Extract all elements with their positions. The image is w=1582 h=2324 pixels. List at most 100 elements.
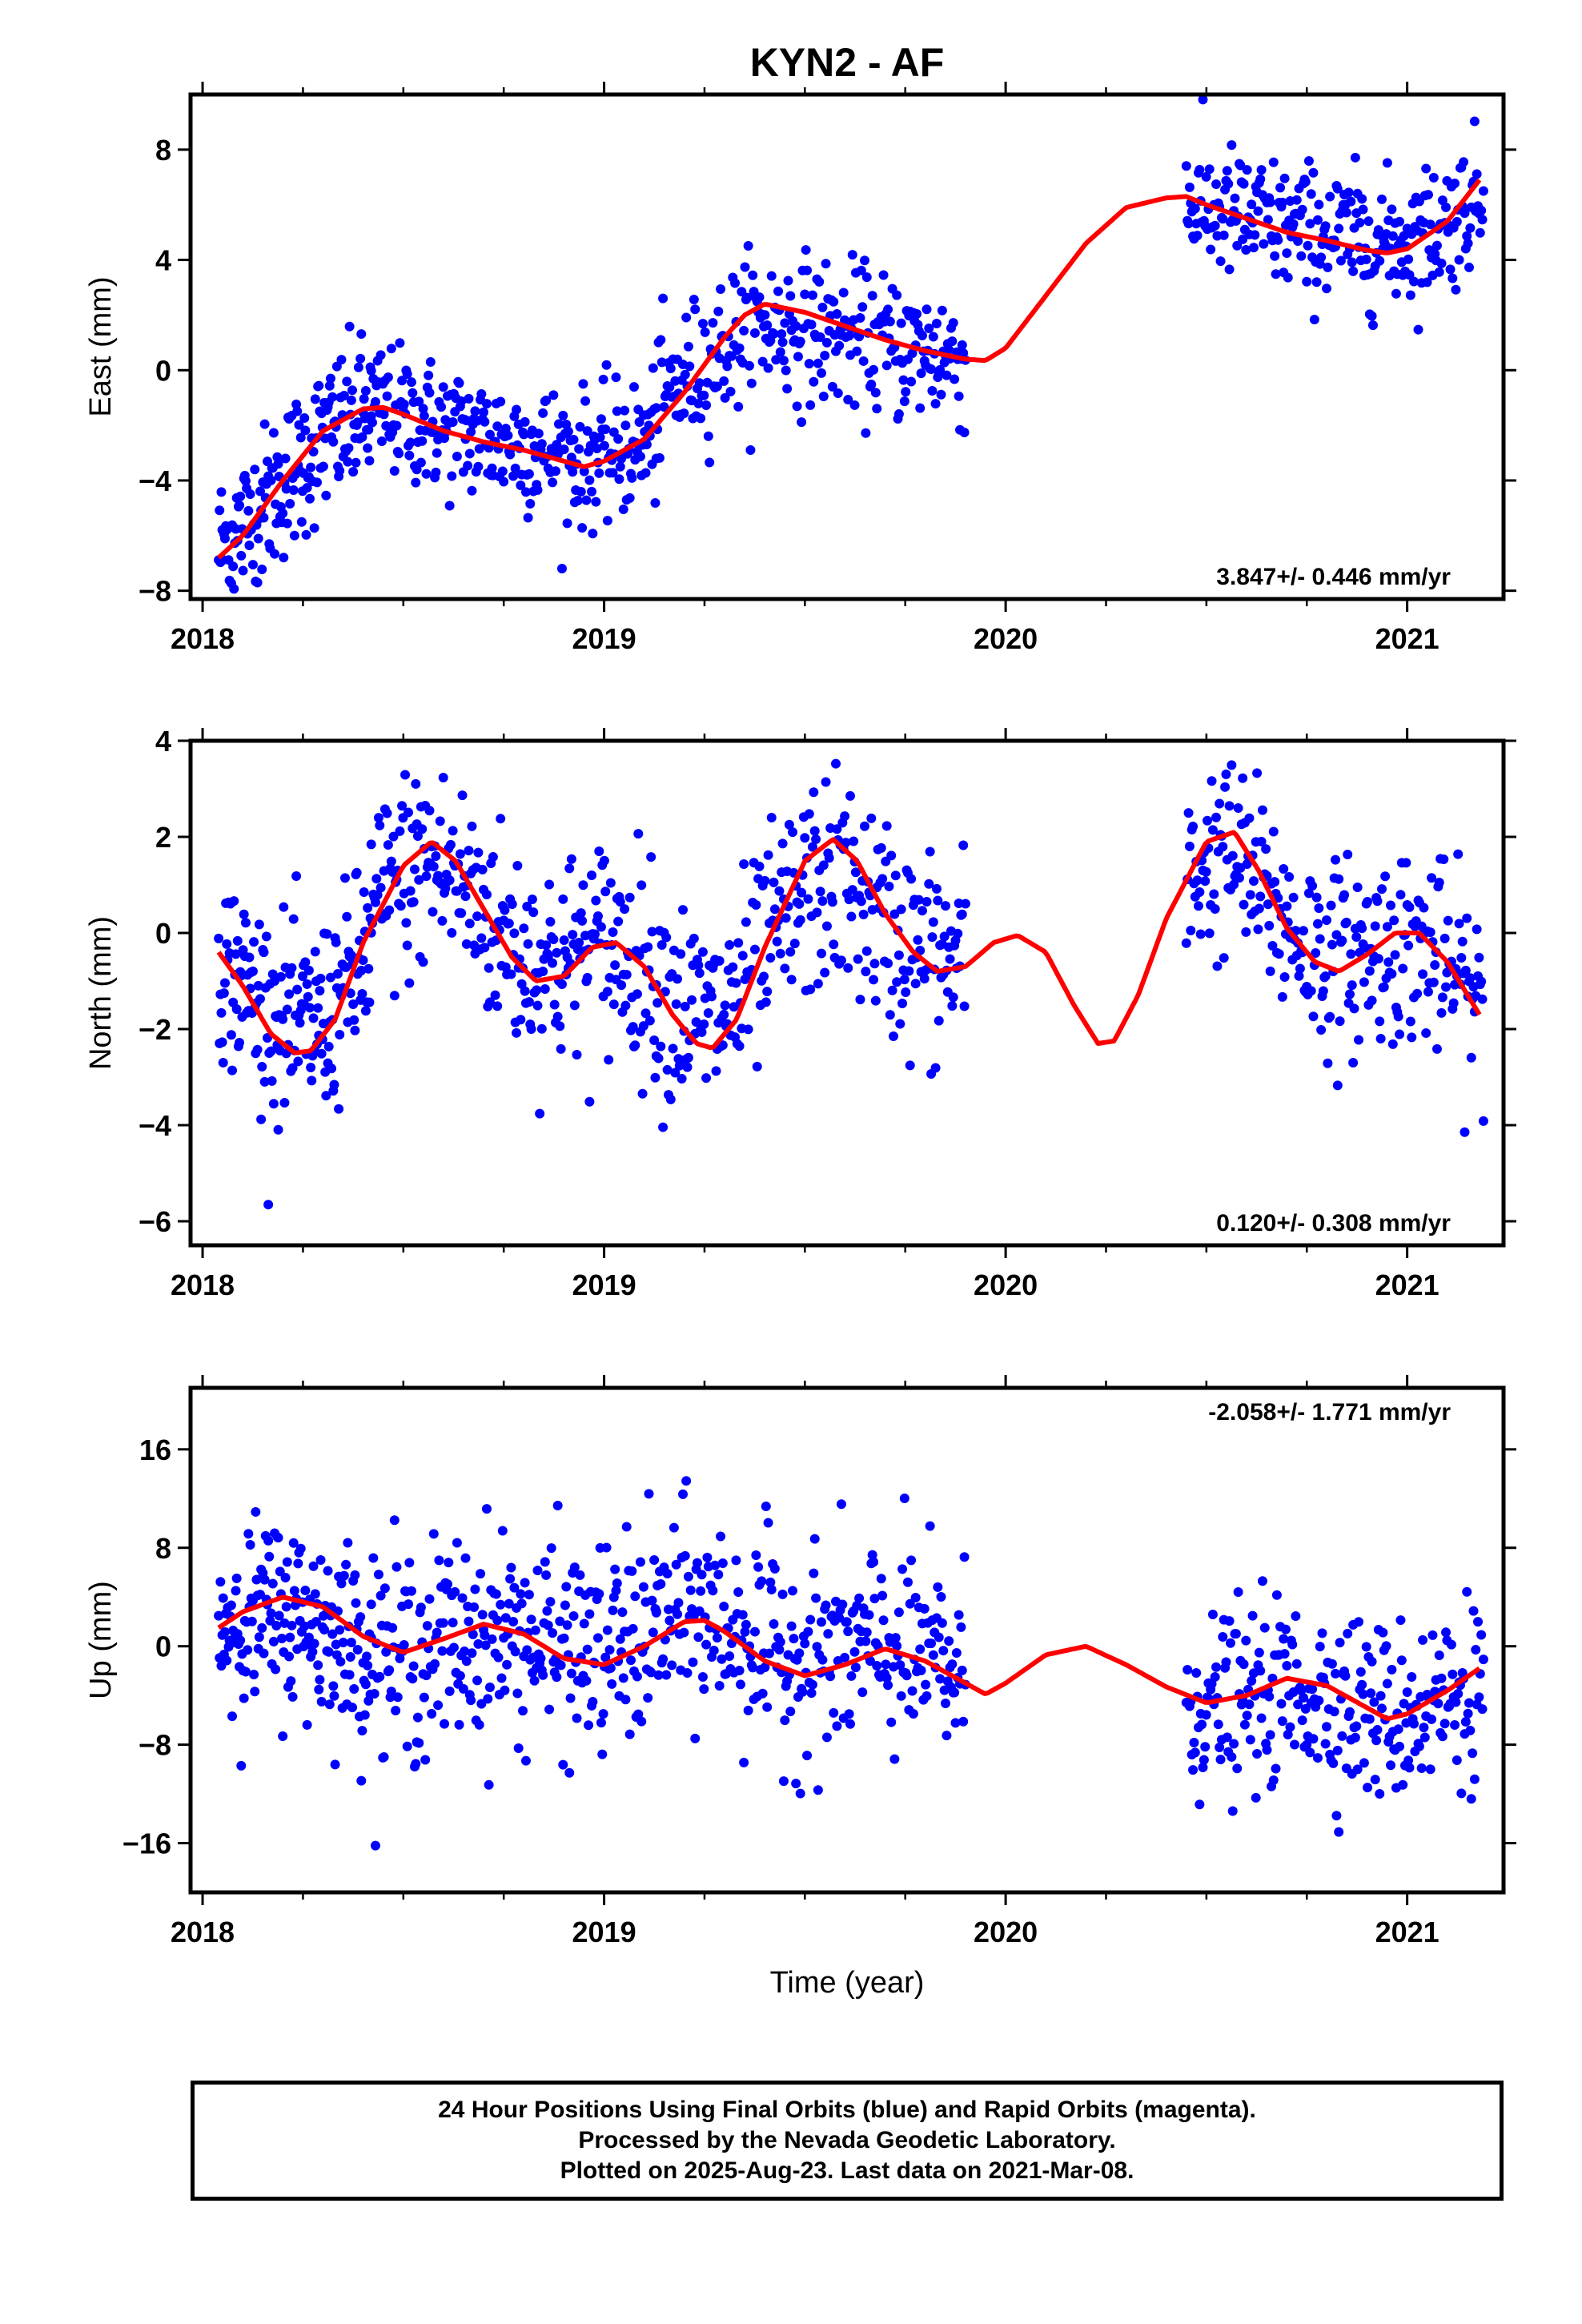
data-point bbox=[214, 1610, 224, 1621]
data-point bbox=[229, 896, 239, 907]
data-point bbox=[905, 1060, 915, 1071]
data-point bbox=[472, 911, 483, 922]
data-point bbox=[899, 1494, 909, 1504]
data-point bbox=[578, 379, 588, 389]
data-point bbox=[1227, 1806, 1238, 1816]
data-point bbox=[1343, 1628, 1353, 1638]
data-point bbox=[613, 916, 624, 927]
plot-frame-north bbox=[188, 738, 1506, 1248]
data-point bbox=[421, 1671, 432, 1681]
data-point bbox=[694, 378, 705, 388]
data-point bbox=[427, 1708, 437, 1719]
data-point bbox=[817, 896, 828, 907]
data-point bbox=[568, 930, 578, 940]
data-point bbox=[1293, 1699, 1303, 1710]
data-point bbox=[1363, 216, 1374, 227]
data-point bbox=[1190, 203, 1200, 214]
data-point bbox=[813, 358, 823, 368]
data-point bbox=[1349, 1003, 1359, 1014]
data-point bbox=[512, 404, 522, 415]
data-point bbox=[1314, 199, 1324, 210]
data-point bbox=[245, 489, 255, 500]
data-point bbox=[1395, 1029, 1405, 1039]
data-point bbox=[382, 808, 392, 818]
data-point bbox=[1252, 1749, 1263, 1759]
data-point bbox=[820, 967, 830, 978]
data-point bbox=[532, 1566, 543, 1576]
data-point bbox=[627, 1566, 637, 1576]
data-point bbox=[1291, 195, 1302, 205]
data-point bbox=[218, 1593, 228, 1603]
model-curve-up bbox=[217, 1594, 1481, 1722]
data-point bbox=[710, 1560, 721, 1570]
data-point bbox=[355, 1612, 366, 1622]
data-point bbox=[332, 969, 343, 979]
data-point bbox=[944, 1636, 954, 1647]
data-point bbox=[1450, 179, 1460, 189]
data-point bbox=[243, 1529, 254, 1539]
data-point bbox=[420, 1755, 431, 1765]
data-point bbox=[404, 807, 414, 818]
data-point bbox=[389, 991, 400, 1001]
data-point bbox=[406, 1586, 416, 1596]
data-point bbox=[484, 963, 494, 973]
data-point bbox=[806, 1688, 817, 1699]
data-point bbox=[794, 1648, 805, 1659]
data-point bbox=[460, 891, 471, 902]
data-point bbox=[737, 951, 748, 961]
data-point bbox=[1409, 1719, 1419, 1729]
data-point bbox=[466, 427, 476, 437]
data-point bbox=[1331, 854, 1341, 865]
data-point bbox=[540, 983, 550, 994]
data-point bbox=[916, 368, 926, 379]
data-point bbox=[1259, 1622, 1270, 1633]
data-point bbox=[1210, 1671, 1220, 1682]
data-point bbox=[690, 1733, 701, 1743]
data-point bbox=[811, 834, 821, 845]
data-point bbox=[243, 505, 254, 516]
data-point bbox=[624, 1729, 635, 1739]
data-point bbox=[832, 1721, 842, 1731]
data-point bbox=[618, 1673, 628, 1683]
data-point bbox=[548, 390, 559, 400]
data-point bbox=[784, 819, 794, 830]
data-point bbox=[268, 1099, 279, 1109]
data-point bbox=[306, 1062, 316, 1072]
x-tick-label: 2020 bbox=[974, 622, 1038, 655]
data-point bbox=[572, 1050, 582, 1060]
data-point bbox=[308, 1013, 319, 1023]
data-point bbox=[836, 955, 846, 966]
data-point bbox=[1331, 1668, 1341, 1679]
data-point bbox=[719, 376, 729, 386]
data-point bbox=[394, 448, 404, 459]
data-point bbox=[773, 286, 784, 296]
data-point bbox=[359, 1710, 370, 1720]
data-point bbox=[296, 517, 307, 527]
data-point bbox=[1475, 227, 1485, 238]
data-point bbox=[1186, 925, 1196, 935]
data-point bbox=[915, 403, 926, 413]
data-point bbox=[268, 1636, 279, 1647]
data-point bbox=[628, 382, 639, 392]
data-point bbox=[1322, 283, 1332, 294]
data-point bbox=[877, 874, 888, 884]
data-point bbox=[1210, 220, 1220, 231]
data-point bbox=[691, 1017, 701, 1027]
data-point bbox=[812, 1642, 822, 1652]
data-point bbox=[1242, 1711, 1252, 1721]
data-point bbox=[809, 1568, 819, 1578]
data-point bbox=[517, 1706, 528, 1716]
data-point bbox=[748, 270, 758, 280]
data-point bbox=[1468, 1606, 1479, 1616]
data-point bbox=[1478, 186, 1488, 196]
data-point bbox=[1427, 873, 1437, 883]
data-point bbox=[1207, 776, 1217, 786]
data-point bbox=[444, 875, 455, 886]
data-point bbox=[850, 1663, 861, 1673]
data-point bbox=[1215, 798, 1225, 809]
data-point bbox=[827, 897, 837, 907]
data-point bbox=[250, 464, 260, 475]
data-point bbox=[303, 1632, 314, 1642]
data-point bbox=[500, 962, 511, 972]
data-point bbox=[600, 424, 611, 434]
